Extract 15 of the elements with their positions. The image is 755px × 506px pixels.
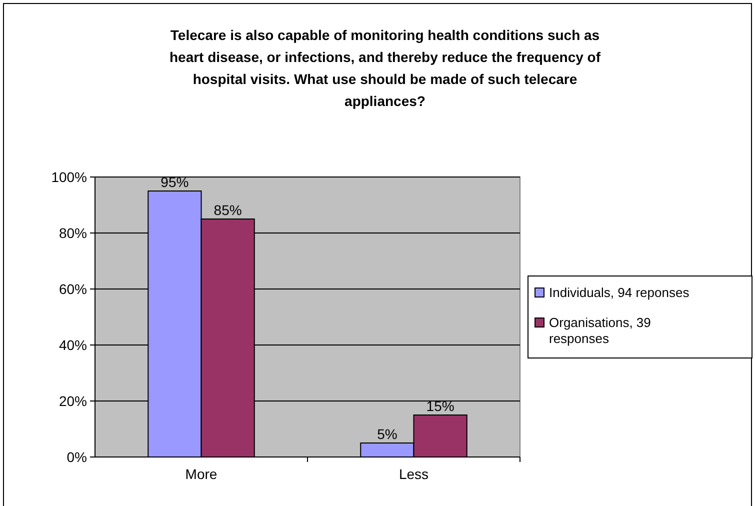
- data-label: 15%: [426, 398, 454, 414]
- x-tick-label: Less: [398, 466, 429, 482]
- data-label: 95%: [160, 174, 189, 190]
- chart-title: Telecare is also capable of monitoring health conditions such as heart disease, or infections, and thereby reduce the frequency of hospital visits. What use should be made of such telecare appliances?: [169, 27, 601, 109]
- y-tick-label: 0%: [66, 448, 87, 465]
- x-tick-label: More: [185, 466, 218, 482]
- y-tick-label: 40%: [58, 336, 87, 353]
- data-label: 5%: [377, 426, 398, 442]
- legend-label: Organisations, 39 responses: [549, 315, 651, 346]
- y-tick-label: 20%: [58, 392, 87, 409]
- data-label: 85%: [214, 202, 242, 218]
- y-tick-label: 60%: [58, 280, 87, 297]
- legend-label: Individuals, 94 reponses: [549, 285, 690, 300]
- y-tick-label: 80%: [58, 224, 87, 241]
- y-tick-label: 100%: [51, 168, 87, 185]
